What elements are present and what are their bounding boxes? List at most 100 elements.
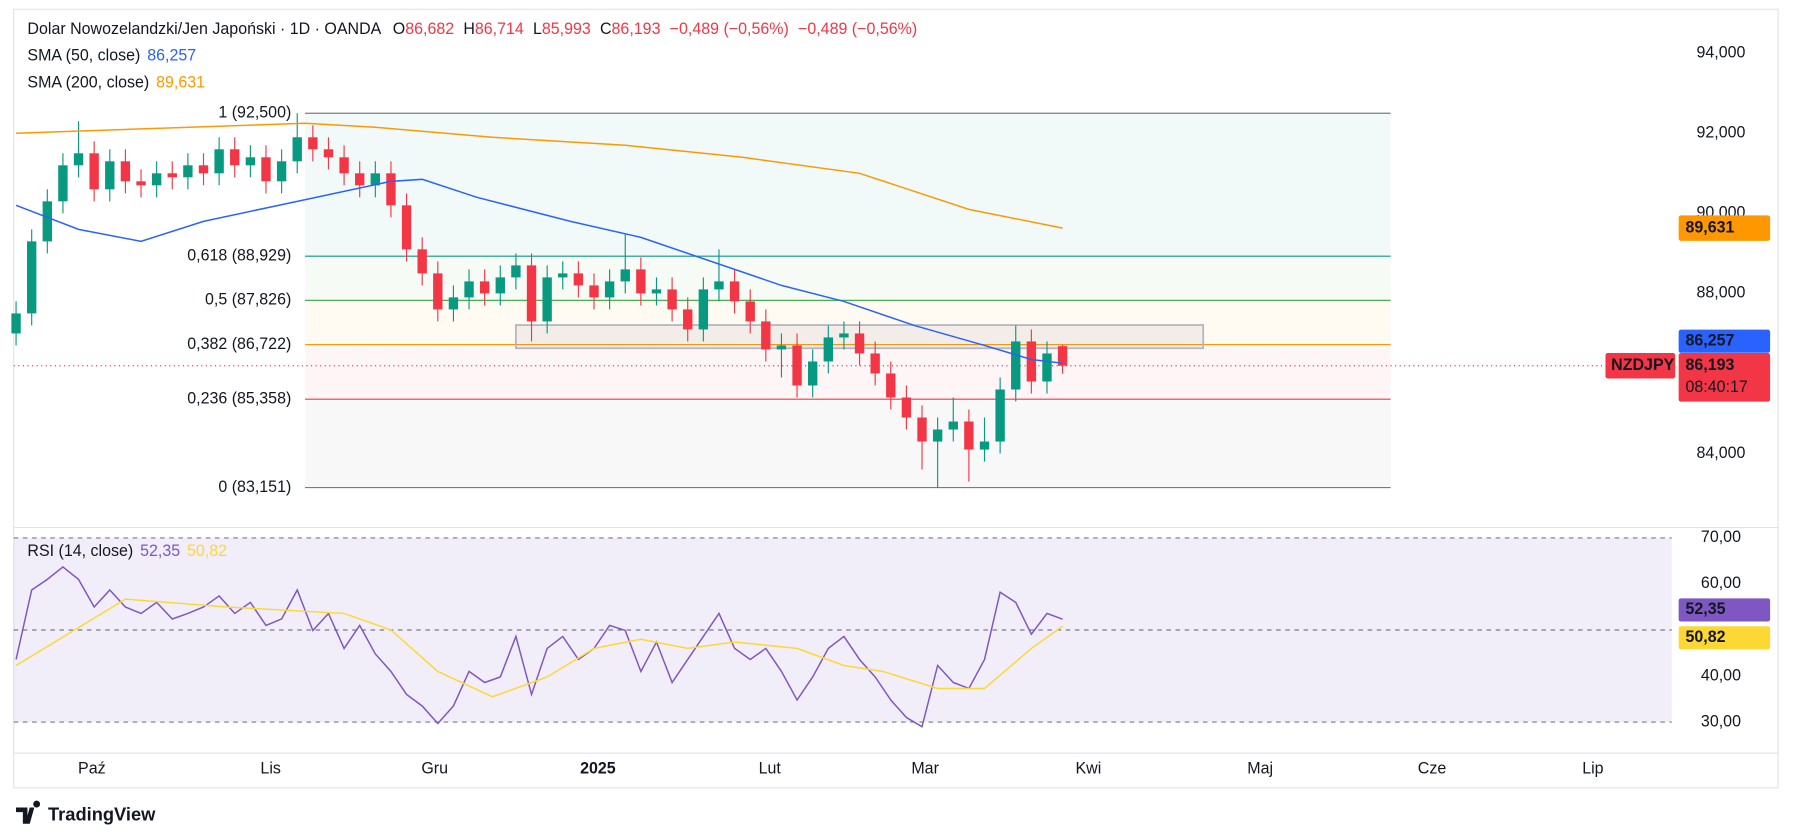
fib-label: 0 (83,151) bbox=[218, 478, 291, 496]
candle-body bbox=[292, 137, 302, 162]
x-tick-label: Lip bbox=[1582, 760, 1603, 778]
fib-label: 0,5 (87,826) bbox=[205, 291, 291, 309]
candle-body bbox=[245, 157, 256, 166]
candle-body bbox=[120, 161, 131, 182]
x-tick-label: Gru bbox=[421, 760, 448, 778]
rsi-legend: RSI (14, close) 52,35 50,82 bbox=[27, 542, 227, 560]
indicator-legend: SMA (50, close) 86,257 bbox=[27, 47, 196, 65]
candle-body bbox=[26, 241, 37, 314]
candle-body bbox=[433, 273, 443, 310]
rsi-value: 50,82 bbox=[187, 542, 227, 560]
candle-body bbox=[714, 281, 724, 290]
candle-body bbox=[355, 173, 365, 186]
symbol-title: Dolar Nowozelandzki/Jen Japoński · 1D · … bbox=[27, 20, 381, 38]
rsi-title: RSI (14, close) bbox=[27, 542, 133, 560]
candle-body bbox=[42, 201, 52, 242]
candle-body bbox=[667, 289, 677, 310]
rsi-tag-bg bbox=[1678, 598, 1771, 622]
sma50-tag: 86,257 bbox=[1686, 331, 1735, 349]
candle-body bbox=[870, 353, 880, 374]
x-tick-label: 2025 bbox=[580, 760, 616, 778]
candle-body bbox=[792, 345, 802, 386]
sma200-tag-bg bbox=[1678, 215, 1771, 241]
candle-body bbox=[823, 337, 833, 362]
frame bbox=[13, 8, 1779, 789]
ohlc-value: 85,993 bbox=[542, 20, 591, 38]
candle-body bbox=[761, 321, 771, 350]
candle-body bbox=[479, 281, 490, 294]
indicator-value: 89,631 bbox=[156, 73, 205, 91]
candle-body bbox=[542, 277, 552, 322]
candle-body bbox=[917, 417, 927, 442]
price-tag-bg bbox=[1678, 353, 1771, 402]
candle-body bbox=[448, 297, 459, 310]
rsi-tick-label: 40,00 bbox=[1701, 666, 1741, 684]
rsi-line bbox=[15, 565, 1063, 728]
y-tick-label: 92,000 bbox=[1696, 123, 1745, 141]
candle-body bbox=[386, 173, 396, 206]
rsi-tag: 52,35 bbox=[1686, 600, 1726, 618]
candle-body bbox=[323, 149, 334, 158]
candle-body bbox=[932, 429, 943, 442]
candle-body bbox=[979, 441, 990, 450]
candle-body bbox=[1042, 353, 1052, 382]
candle-body bbox=[620, 269, 630, 282]
candle-body bbox=[401, 205, 412, 250]
x-tick-label: Maj bbox=[1247, 760, 1273, 778]
x-tick-label: Mar bbox=[911, 760, 939, 778]
candle-body bbox=[230, 149, 240, 166]
change: −0,489 (−0,56%) bbox=[670, 20, 789, 38]
ohlc-value: 86,714 bbox=[475, 20, 524, 38]
rsi-tick-label: 60,00 bbox=[1701, 574, 1741, 592]
candle-body bbox=[105, 161, 115, 190]
fib-band bbox=[305, 344, 1391, 400]
candle-body bbox=[886, 373, 896, 398]
sma200-tag: 89,631 bbox=[1686, 218, 1735, 236]
rsi-tag-bg bbox=[1678, 626, 1771, 650]
ohlc-label: C bbox=[600, 20, 612, 38]
candle-body bbox=[214, 149, 224, 174]
candle-body bbox=[136, 181, 146, 186]
candle-body bbox=[308, 137, 318, 150]
candle-body bbox=[1026, 341, 1037, 382]
rsi-line bbox=[15, 598, 1064, 698]
ohlc-label: O bbox=[393, 20, 405, 38]
change: −0,489 (−0,56%) bbox=[798, 20, 917, 38]
candle-body bbox=[839, 333, 849, 338]
indicator-legend: SMA (200, close) 89,631 bbox=[27, 73, 205, 91]
candle-body bbox=[901, 397, 912, 418]
candle-body bbox=[198, 165, 209, 174]
indicator-name: SMA (200, close) bbox=[27, 73, 149, 91]
rsi-tick-label: 30,00 bbox=[1701, 712, 1741, 730]
x-tick-label: Lut bbox=[759, 760, 782, 778]
candle-body bbox=[589, 285, 599, 298]
sma-line bbox=[16, 122, 1063, 229]
fib-label: 0,236 (85,358) bbox=[187, 389, 291, 407]
fib-band bbox=[305, 399, 1391, 488]
rsi-value: 52,35 bbox=[140, 542, 180, 560]
rsi-tick-label: 70,00 bbox=[1701, 528, 1741, 546]
x-tick-label: Paź bbox=[78, 760, 106, 778]
candle-body bbox=[89, 153, 99, 190]
ohlc-value: 86,682 bbox=[405, 20, 454, 38]
y-tick-label: 88,000 bbox=[1696, 284, 1745, 302]
candle-body bbox=[683, 309, 693, 330]
x-tick-label: Lis bbox=[260, 760, 280, 778]
indicator-name: SMA (50, close) bbox=[27, 47, 140, 65]
candle-body bbox=[11, 313, 21, 334]
candle-body bbox=[636, 269, 646, 294]
candle-body bbox=[58, 165, 68, 202]
fib-label: 0,382 (86,722) bbox=[187, 335, 291, 353]
candle-body bbox=[558, 273, 568, 278]
candle-body bbox=[729, 281, 740, 302]
logo bbox=[16, 800, 41, 824]
candle-body bbox=[167, 173, 177, 178]
candle-body bbox=[495, 277, 505, 294]
fib-label: 1 (92,500) bbox=[218, 103, 291, 121]
candle-body bbox=[604, 281, 615, 298]
candle-body bbox=[698, 289, 709, 330]
candle-body bbox=[1011, 341, 1021, 390]
rsi-tag: 50,82 bbox=[1686, 628, 1726, 646]
